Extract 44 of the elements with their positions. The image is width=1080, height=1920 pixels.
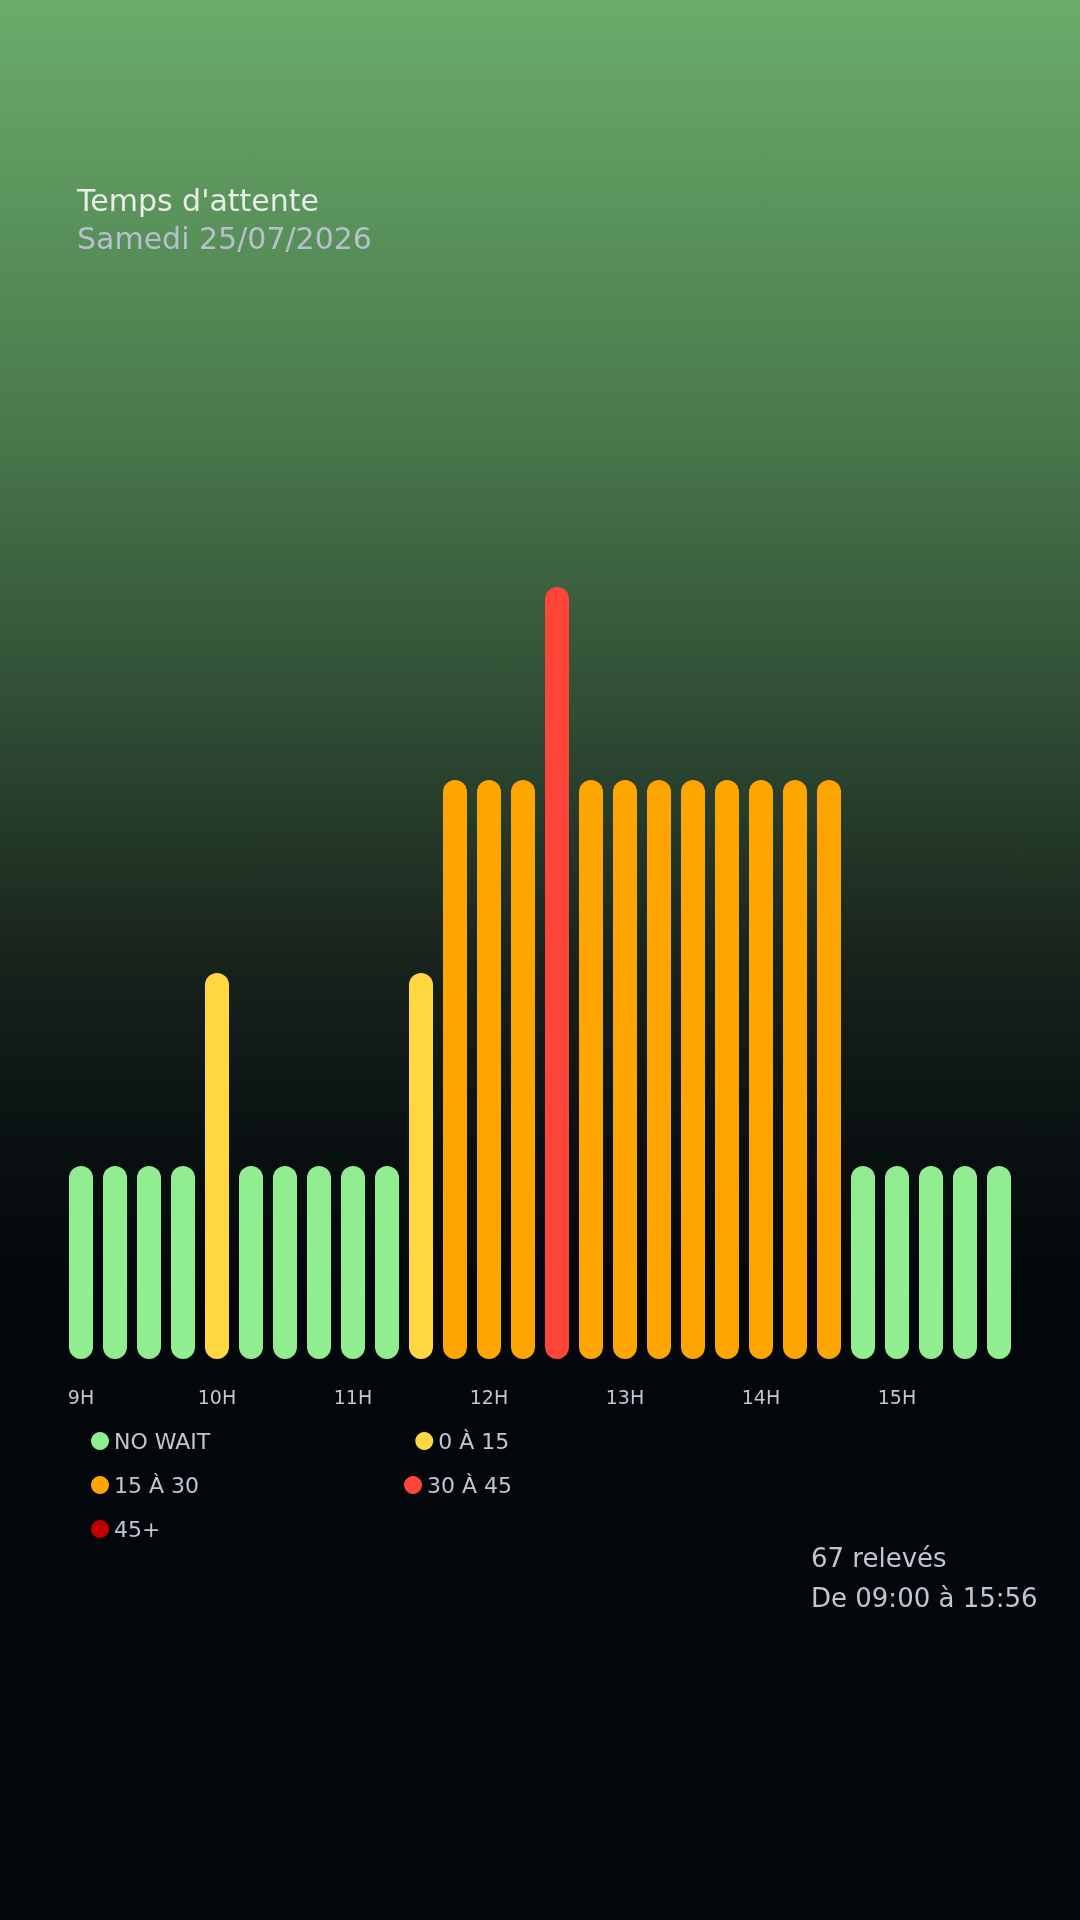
bar (409, 973, 433, 1359)
bar (477, 780, 501, 1359)
bar (171, 1166, 195, 1359)
legend-label: 30 À 45 (427, 1472, 513, 1498)
x-tick-label: 14H (741, 1385, 781, 1408)
x-tick-label: 9H (67, 1385, 95, 1408)
x-tick-label: 12H (469, 1385, 509, 1408)
text: De 09:00 à 15:56 (810, 1583, 1038, 1613)
bar (783, 780, 807, 1359)
bar (851, 1166, 875, 1359)
x-tick-label: 10H (197, 1385, 237, 1408)
bar (307, 1166, 331, 1359)
bar (545, 587, 569, 1359)
chart-subtitle: Samedi 25/07/2026 (77, 220, 372, 256)
x-tick-label: 15H (877, 1385, 917, 1408)
bar (817, 780, 841, 1359)
legend-label: NO WAIT (114, 1428, 211, 1454)
bar (205, 973, 229, 1359)
bar (953, 1166, 977, 1359)
bar (579, 780, 603, 1359)
bar (511, 780, 535, 1359)
legend-label: 45+ (114, 1516, 161, 1542)
bar (103, 1166, 127, 1359)
chart-title: Temps d'attente (76, 182, 320, 218)
text: 67 relevés (810, 1543, 947, 1573)
bar (715, 780, 739, 1359)
x-tick-label: 11H (333, 1385, 373, 1408)
bar (375, 1166, 399, 1359)
bar (613, 780, 637, 1359)
bar (681, 780, 705, 1359)
bar (273, 1166, 297, 1359)
bar (885, 1166, 909, 1359)
bar (749, 780, 773, 1359)
x-tick-label: 13H (605, 1385, 645, 1408)
bar (919, 1166, 943, 1359)
bar (341, 1166, 365, 1359)
bar (443, 780, 467, 1359)
legend-label: 0 À 15 (438, 1428, 510, 1454)
bar (69, 1166, 93, 1359)
bar (239, 1166, 263, 1359)
bar (987, 1166, 1011, 1359)
bar (647, 780, 671, 1359)
bar (137, 1166, 161, 1359)
legend-label: 15 À 30 (114, 1472, 200, 1498)
